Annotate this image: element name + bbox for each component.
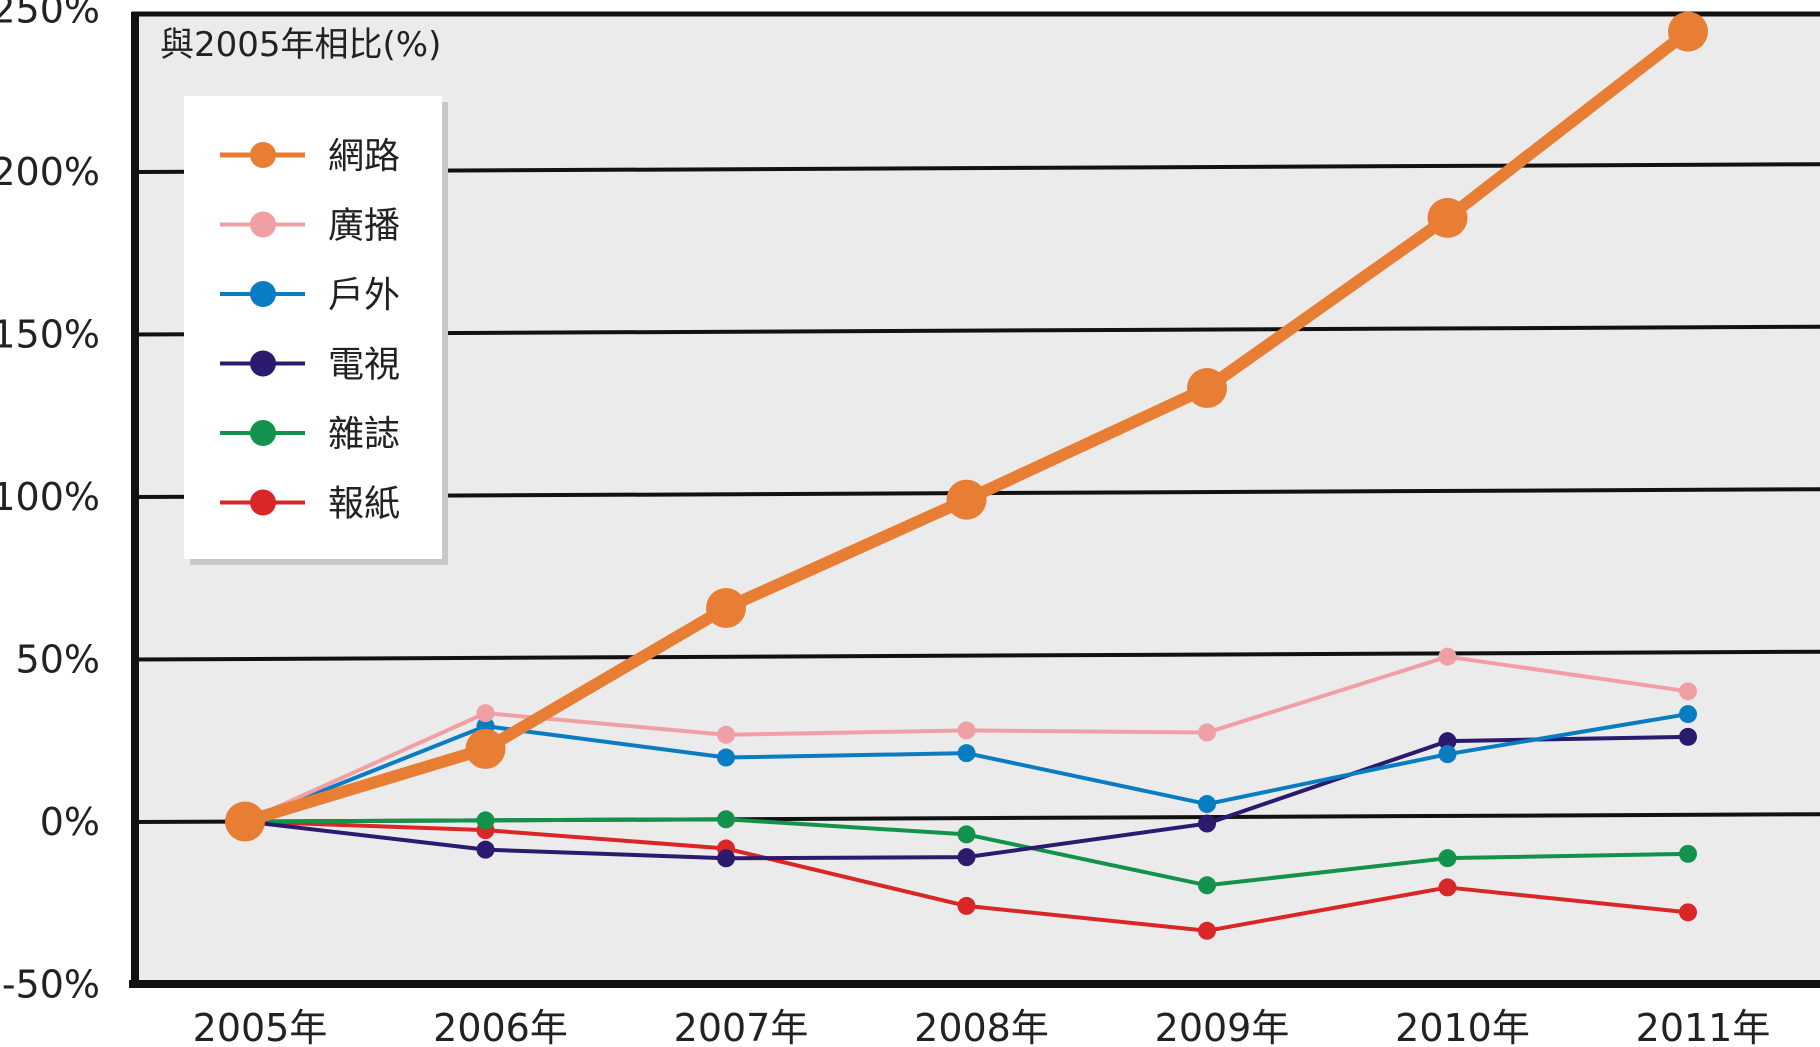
grid-line — [134, 649, 1820, 662]
data-point — [1438, 647, 1457, 666]
legend-marker — [250, 211, 276, 238]
data-point — [1438, 849, 1457, 868]
legend-label: 廣播 — [328, 206, 400, 247]
legend-label: 報紙 — [328, 484, 400, 525]
legend-marker — [250, 142, 276, 168]
x-tick-label: 2010年 — [1395, 1006, 1530, 1047]
y-tick-label: 0% — [40, 800, 100, 844]
legend-item: 戶外 — [220, 275, 400, 316]
legend-label: 雜誌 — [328, 414, 400, 455]
data-point — [465, 728, 506, 769]
data-point — [717, 810, 735, 829]
x-tick-labels: 2005年 2006年 2007年 2008年 2009年 2010年 2011年 — [193, 1006, 1771, 1047]
x-tick-label: 2005年 — [193, 1006, 328, 1047]
x-tick-label: 2007年 — [674, 1006, 809, 1047]
legend-item: 網路 — [220, 136, 400, 177]
data-point — [957, 744, 976, 763]
data-point — [1438, 732, 1457, 751]
data-point — [1438, 745, 1457, 764]
legend-item: 廣播 — [220, 206, 400, 247]
data-point — [957, 896, 976, 915]
data-point — [476, 840, 495, 859]
data-point — [1198, 921, 1216, 940]
legend-label: 戶外 — [328, 275, 400, 316]
data-point — [1679, 844, 1697, 863]
data-point — [476, 704, 495, 723]
data-point — [1679, 705, 1697, 724]
x-tick-label: 2008年 — [914, 1006, 1049, 1047]
data-point — [1198, 723, 1216, 742]
y-axis-title: 與2005年相比(%) — [160, 25, 441, 65]
data-point — [946, 479, 987, 520]
data-point — [1198, 814, 1216, 833]
data-point — [717, 725, 735, 744]
series-lines — [225, 11, 1708, 940]
legend-marker — [250, 489, 276, 516]
data-point — [706, 588, 746, 629]
data-point — [1679, 903, 1697, 922]
y-tick-label: 100% — [0, 475, 100, 519]
data-point — [1679, 727, 1697, 746]
legend-label: 電視 — [328, 345, 400, 386]
data-point — [1668, 11, 1708, 52]
data-point — [957, 825, 976, 844]
x-tick-label: 2011年 — [1636, 1006, 1771, 1047]
data-point — [1187, 368, 1227, 409]
x-tick-label: 2009年 — [1155, 1006, 1290, 1047]
data-point — [717, 849, 735, 868]
y-tick-label: -50% — [2, 963, 100, 1007]
data-point — [957, 721, 976, 740]
legend-marker — [250, 350, 276, 377]
y-tick-label: 250% — [0, 0, 100, 32]
data-point — [225, 801, 265, 842]
series-0 — [225, 11, 1708, 842]
data-point — [1679, 682, 1697, 701]
data-point — [476, 811, 495, 830]
data-point — [957, 848, 976, 867]
data-point — [1198, 795, 1216, 814]
x-tick-label: 2006年 — [433, 1006, 568, 1047]
y-tick-labels: -50% 0% 50% 100% 150% 200% 250% — [0, 0, 100, 1007]
legend-marker — [250, 281, 276, 307]
legend-item: 電視 — [220, 345, 400, 386]
data-point — [1198, 876, 1216, 895]
data-point — [717, 748, 735, 767]
y-tick-label: 200% — [0, 150, 100, 194]
legend-label: 網路 — [328, 136, 400, 177]
legend-item: 雜誌 — [220, 414, 400, 455]
data-point — [1438, 878, 1457, 897]
data-point — [1427, 197, 1468, 238]
y-tick-label: 50% — [16, 638, 100, 682]
legend-item: 報紙 — [220, 484, 400, 525]
legend-box — [184, 96, 442, 559]
legend-marker — [250, 420, 276, 446]
y-tick-label: 150% — [0, 313, 100, 357]
